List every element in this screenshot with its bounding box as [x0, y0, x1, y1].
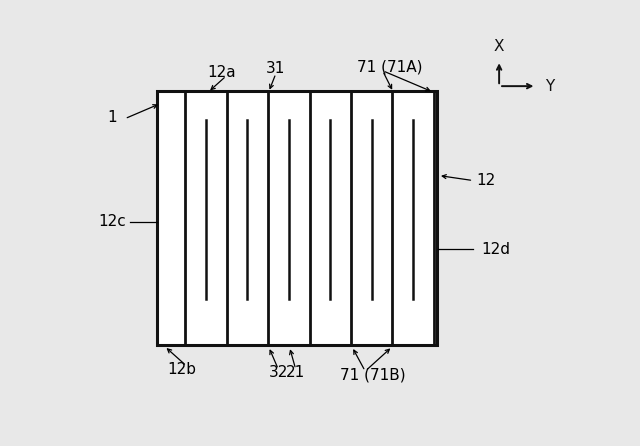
Text: X: X — [494, 39, 504, 54]
Text: 21: 21 — [286, 365, 305, 380]
Text: 71 (71B): 71 (71B) — [340, 367, 406, 382]
Bar — [157, 91, 437, 346]
Text: 32: 32 — [269, 365, 288, 380]
Text: Y: Y — [545, 78, 554, 94]
Text: 12d: 12d — [482, 242, 511, 257]
Text: 12: 12 — [477, 173, 496, 188]
Text: 12c: 12c — [99, 214, 126, 229]
Text: 31: 31 — [266, 62, 285, 76]
Text: 1: 1 — [108, 110, 117, 124]
Text: 12a: 12a — [207, 65, 236, 80]
Text: 71 (71A): 71 (71A) — [357, 59, 423, 74]
Text: 12b: 12b — [167, 362, 196, 377]
